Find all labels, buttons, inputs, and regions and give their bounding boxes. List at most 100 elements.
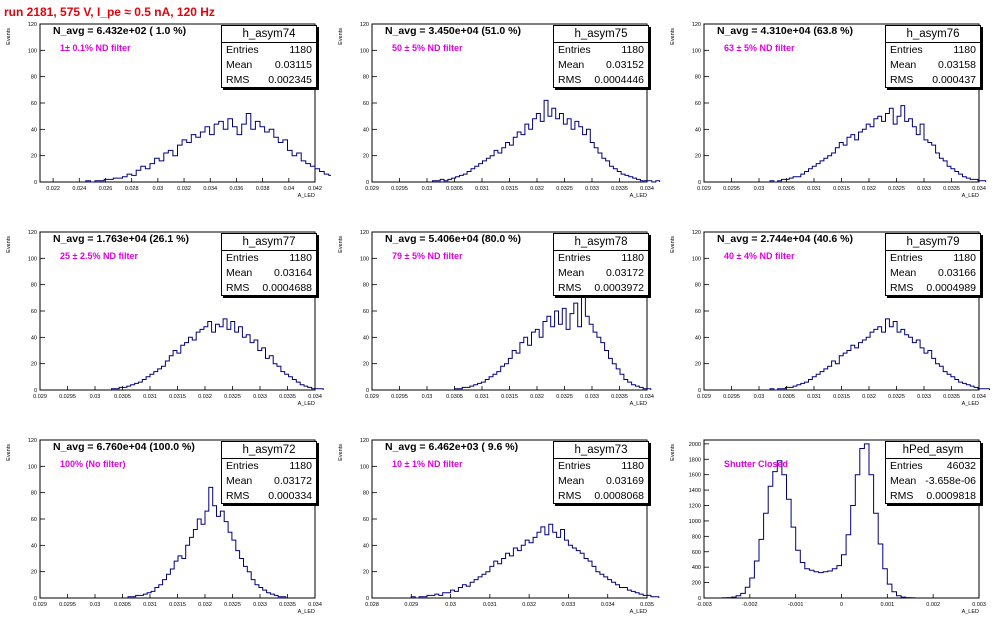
histogram-plot: 0.029 0.0295 0.03 0.0305 0.031 0.0315 0.032 0.0… (670, 230, 990, 407)
y-tick-label: 120 (360, 230, 369, 236)
x-tick-label: 0.0325 (556, 394, 573, 400)
x-tick-label: 0.03 (445, 602, 456, 608)
n-avg-label: N_avg = 4.310e+04 (63.8 %) (717, 25, 853, 37)
y-tick-label: 80 (31, 283, 37, 289)
histogram-plot: 0.028 0.029 0.03 0.031 0.032 0.033 0.034 0.035 0… (338, 438, 660, 615)
x-tick-label: 0.032 (198, 602, 212, 608)
stats-row-mean: Mean 0.03169 (554, 474, 648, 489)
entries-value: 1180 (953, 252, 976, 264)
y-tick-label: 40 (31, 127, 37, 133)
y-tick-label: 0 (34, 180, 37, 186)
filter-label: 40 ± 4% ND filter (724, 251, 795, 261)
entries-value: 1180 (289, 44, 312, 56)
hist-pad: 0.029 0.0295 0.03 0.0305 0.031 0.0315 0.032 0.0… (664, 12, 995, 219)
rms-value: 0.0008068 (594, 490, 644, 502)
rms-label: RMS (890, 74, 914, 86)
y-tick-label: 100 (360, 48, 369, 54)
x-tick-label: 0.022 (46, 186, 60, 192)
y-tick-label: 20 (695, 154, 701, 160)
entries-label: Entries (890, 252, 923, 264)
x-tick-label: 0.0325 (224, 394, 241, 400)
rms-value: 0.000334 (268, 490, 312, 502)
y-tick-label: 200 (692, 581, 701, 587)
rms-value: 0.0004688 (262, 282, 312, 294)
x-tick-label: 0.0335 (943, 394, 960, 400)
rms-value: 0.0003972 (594, 282, 644, 294)
y-tick-label: 20 (31, 154, 37, 160)
y-tick-label: 80 (363, 283, 369, 289)
filter-label: 25 ± 2.5% ND filter (60, 251, 138, 261)
stats-row-mean: Mean 0.03152 (554, 58, 648, 73)
hist-name: h_asym77 (222, 234, 316, 251)
hist-name: h_asym76 (886, 26, 980, 43)
stats-row-rms: RMS 0.002345 (222, 73, 316, 88)
x-tick-label: 0.03 (152, 186, 163, 192)
mean-label: Mean (558, 267, 585, 279)
stats-row-mean: Mean 0.03172 (222, 474, 316, 489)
x-tick-label: 0.0305 (446, 394, 463, 400)
n-avg-label: N_avg = 6.760e+04 (100.0 %) (53, 441, 195, 453)
x-tick-label: 0.033 (253, 394, 267, 400)
stats-row-entries: Entries 1180 (554, 43, 648, 58)
x-axis-title: A_LED (298, 193, 315, 199)
filter-label: 50 ± 5% ND filter (392, 43, 463, 53)
x-tick-label: 0.033 (585, 394, 599, 400)
n-avg-label: N_avg = 6.462e+03 ( 9.6 %) (385, 441, 518, 453)
stats-box: h_asym75 Entries 1180 Mean 0.03152 RMS 0.00… (553, 25, 649, 88)
hist-name: h_asym72 (222, 442, 316, 459)
entries-value: 1180 (621, 460, 644, 472)
y-tick-label: 60 (363, 517, 369, 523)
x-tick-label: 0.029 (697, 186, 711, 192)
stats-row-mean: Mean 0.03166 (886, 266, 980, 281)
y-tick-label: 40 (695, 127, 701, 133)
stats-row-mean: Mean 0.03158 (886, 58, 980, 73)
entries-label: Entries (890, 460, 923, 472)
stats-row-entries: Entries 1180 (554, 251, 648, 266)
hist-name: h_asym75 (554, 26, 648, 43)
rms-label: RMS (226, 282, 250, 294)
y-tick-label: 100 (692, 256, 701, 262)
x-tick-label: 0.031 (143, 394, 157, 400)
stats-row-entries: Entries 1180 (222, 459, 316, 474)
y-tick-label: 60 (363, 309, 369, 315)
x-tick-label: 0.033 (917, 186, 931, 192)
stats-row-entries: Entries 46032 (886, 459, 980, 474)
y-tick-label: 20 (363, 154, 369, 160)
hist-pad: -0.003 -0.002 -0.001 0 0.001 0.002 0.003 0 200 40… (664, 428, 995, 635)
x-tick-label: 0.033 (562, 602, 576, 608)
entries-label: Entries (558, 460, 591, 472)
y-tick-label: 120 (360, 438, 369, 444)
rms-value: 0.0004446 (594, 74, 644, 86)
y-axis-title: Events (338, 236, 344, 253)
hist-pad: 0.028 0.029 0.03 0.031 0.032 0.033 0.034 0.035 0… (332, 428, 663, 635)
filter-label: 10 ± 1% ND filter (392, 459, 463, 469)
entries-value: 1180 (621, 44, 644, 56)
x-tick-label: 0.0335 (943, 186, 960, 192)
x-tick-label: 0.029 (404, 602, 418, 608)
mean-label: Mean (226, 59, 253, 71)
histogram-plot: 0.029 0.0295 0.03 0.0305 0.031 0.0315 0.032 0.0… (338, 22, 661, 199)
x-tick-label: 0.031 (475, 394, 489, 400)
x-tick-label: 0.032 (530, 186, 544, 192)
stats-row-mean: Mean -3.658e-06 (886, 474, 980, 489)
y-tick-label: 0 (34, 388, 37, 394)
y-tick-label: 80 (363, 75, 369, 81)
rms-label: RMS (890, 282, 914, 294)
rms-value: 0.0004989 (926, 282, 976, 294)
histogram-plot: 0.029 0.0295 0.03 0.0305 0.031 0.0315 0.032 0.0… (6, 230, 324, 407)
x-tick-label: 0.028 (365, 602, 379, 608)
mean-value: 0.03158 (938, 59, 976, 71)
mean-value: 0.03172 (274, 475, 312, 487)
x-tick-label: -0.002 (742, 602, 758, 608)
y-tick-label: 60 (31, 309, 37, 315)
y-tick-label: 120 (692, 22, 701, 28)
y-tick-label: 0 (366, 596, 369, 602)
y-tick-label: 40 (31, 335, 37, 341)
histogram-line (410, 523, 660, 599)
stats-box: h_asym79 Entries 1180 Mean 0.03166 RMS 0.00… (885, 233, 981, 296)
x-tick-label: 0.03 (422, 186, 433, 192)
x-tick-label: 0.0325 (888, 186, 905, 192)
y-tick-label: 40 (363, 335, 369, 341)
histogram-line (454, 292, 652, 390)
y-tick-label: 100 (692, 48, 701, 54)
